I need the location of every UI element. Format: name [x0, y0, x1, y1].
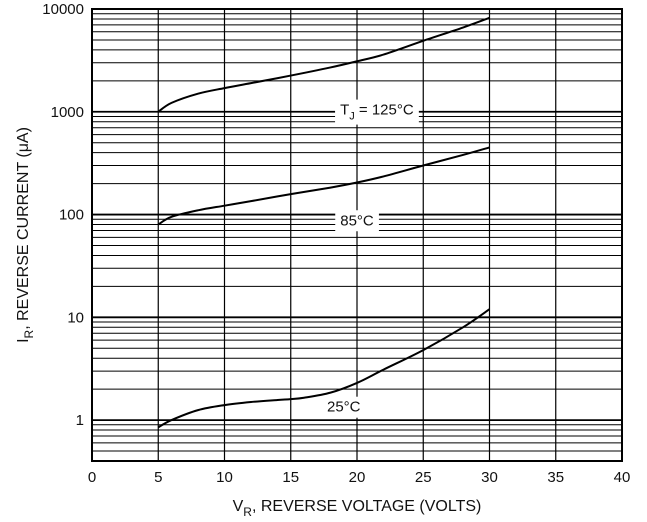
- series-label-2: 25°C: [327, 399, 361, 416]
- curve-labels: TJ = 125°C 85°C 25°C: [321, 99, 419, 418]
- x-axis-title: VR, REVERSE VOLTAGE (VOLTS): [233, 498, 482, 519]
- y-axis-title: IR, REVERSE CURRENT (μA): [15, 127, 36, 343]
- y-tick-label: 100: [59, 207, 84, 224]
- tick-labels: 0 5 10 15 20 25 30 35 40 1 10 100 1000 10000: [42, 1, 630, 486]
- x-tick-label: 30: [481, 469, 498, 486]
- x-tick-label: 15: [282, 469, 299, 486]
- x-tick-label: 0: [88, 469, 96, 486]
- series-label-bg-1: [335, 210, 379, 232]
- x-tick-label: 35: [547, 469, 564, 486]
- series-label-1: 85°C: [340, 212, 374, 229]
- series-line-1: [157, 146, 490, 226]
- plot-border: [91, 8, 623, 462]
- y-tick-label: 1000: [51, 104, 84, 121]
- y-tick-label: 1: [76, 412, 84, 429]
- series-layer: [157, 16, 491, 429]
- series-label-0: TJ = 125°C: [340, 102, 414, 123]
- x-tick-label: 40: [614, 469, 631, 486]
- x-tick-label: 10: [216, 469, 233, 486]
- series-line-0: [157, 16, 490, 113]
- series-label-bg-0: [335, 99, 419, 125]
- minor-grid: [92, 13, 622, 462]
- major-grid: [91, 8, 623, 461]
- series-line-2: [157, 308, 491, 429]
- plot-frame: [91, 8, 623, 462]
- series-label-bg-2: [321, 396, 366, 418]
- x-tick-label: 20: [349, 469, 366, 486]
- y-tick-label: 10: [67, 309, 84, 326]
- x-tick-label: 5: [154, 469, 162, 486]
- x-tick-label: 25: [415, 469, 432, 486]
- y-tick-label: 10000: [42, 1, 84, 18]
- axis-titles: VR, REVERSE VOLTAGE (VOLTS) IR, REVERSE C…: [15, 127, 481, 519]
